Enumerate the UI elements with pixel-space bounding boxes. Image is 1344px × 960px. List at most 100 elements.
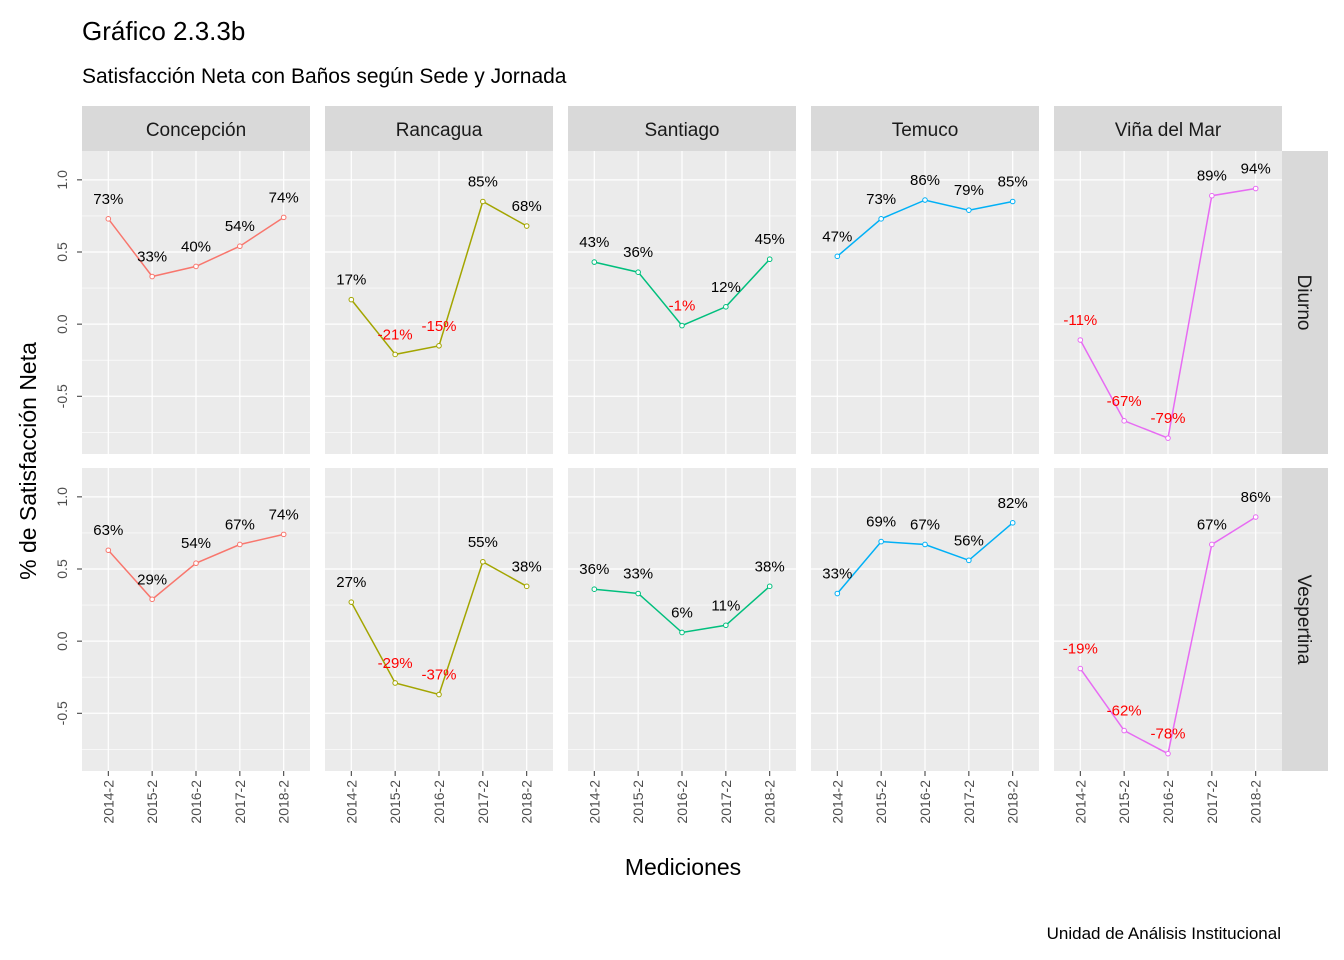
data-label: 56% bbox=[954, 532, 984, 549]
data-point bbox=[591, 586, 598, 593]
panel-temuco-vespertina: 33% 69% 67% 56% 82% bbox=[811, 468, 1039, 771]
x-tick-label: 2016-2 bbox=[917, 780, 933, 824]
data-point bbox=[591, 259, 598, 265]
x-tick-label: 2014-2 bbox=[1072, 780, 1088, 824]
data-label: -21% bbox=[378, 326, 413, 343]
data-point bbox=[1165, 435, 1171, 441]
panel-concepcion-vespertina: 63% 29% 54% 67% 74% bbox=[82, 468, 310, 771]
data-point bbox=[348, 296, 355, 303]
panel-concepcion-diurno: 73% 33% 40% 54% 74% bbox=[82, 151, 310, 454]
x-tick-label: 2018-2 bbox=[276, 780, 292, 824]
panel-rancagua-vespertina: 27% -29% -37% 55% 38% bbox=[325, 468, 553, 771]
data-label: 54% bbox=[181, 535, 211, 552]
data-point bbox=[392, 680, 398, 686]
data-point bbox=[149, 596, 155, 603]
data-label: 43% bbox=[579, 234, 609, 251]
x-tick-label: 2018-2 bbox=[519, 780, 535, 824]
strip-label-temuco: Temuco bbox=[892, 120, 959, 141]
x-tick-label: 2017-2 bbox=[718, 780, 734, 824]
x-tick-label: 2014-2 bbox=[586, 780, 602, 824]
x-tick-label: 2016-2 bbox=[431, 780, 447, 824]
data-point bbox=[105, 547, 112, 554]
strip-vina-del-mar bbox=[1054, 106, 1282, 151]
data-label: -1% bbox=[669, 298, 696, 315]
data-point bbox=[834, 590, 841, 597]
strip-label-vespertina: Vespertina bbox=[1293, 575, 1314, 665]
data-label: 73% bbox=[866, 191, 896, 208]
data-label: 89% bbox=[1197, 168, 1227, 185]
y-tick-label: 0.0 bbox=[54, 631, 70, 651]
data-label: 38% bbox=[755, 558, 785, 575]
data-label: 45% bbox=[755, 231, 785, 248]
data-point bbox=[1077, 337, 1084, 343]
panel-santiago-diurno: 43% 36% -1% 12% 45% bbox=[568, 151, 796, 454]
data-label: -78% bbox=[1150, 726, 1185, 743]
data-point bbox=[193, 263, 199, 270]
strip-concepcion bbox=[82, 106, 310, 151]
panel-temuco-diurno: 47% 73% 86% 79% 85% bbox=[811, 151, 1039, 454]
x-tick-label: 2015-2 bbox=[1116, 780, 1132, 824]
strip-label-rancagua: Rancagua bbox=[396, 120, 483, 141]
data-point bbox=[1252, 514, 1259, 520]
data-point bbox=[1209, 192, 1215, 199]
data-label: 86% bbox=[1241, 489, 1271, 506]
data-label: -29% bbox=[378, 655, 413, 672]
x-tick-label: 2014-2 bbox=[343, 780, 359, 824]
data-point bbox=[105, 216, 112, 222]
facet-panels: Concepción Rancagua Santiago Temuco Viña del… bbox=[54, 106, 1328, 824]
y-tick-label: -0.5 bbox=[54, 701, 70, 725]
y-axis-title: % de Satisfacción Neta bbox=[15, 342, 41, 580]
y-tick-label: -0.5 bbox=[54, 384, 70, 408]
data-point bbox=[834, 253, 841, 260]
y-tick-label: 1.0 bbox=[54, 170, 70, 190]
data-point bbox=[1077, 665, 1084, 672]
data-label: 82% bbox=[998, 495, 1028, 512]
data-point bbox=[1165, 750, 1171, 757]
data-label: 47% bbox=[822, 228, 852, 245]
data-label: 33% bbox=[822, 566, 852, 583]
strip-rancagua bbox=[325, 106, 553, 151]
x-tick-label: 2018-2 bbox=[1248, 780, 1264, 824]
data-label: 67% bbox=[910, 516, 940, 533]
data-label: 36% bbox=[623, 244, 653, 261]
strip-label-santiago: Santiago bbox=[644, 120, 719, 141]
strip-santiago bbox=[568, 106, 796, 151]
chart-subtitle: Satisfacción Neta con Baños según Sede y… bbox=[82, 65, 567, 88]
data-label: 86% bbox=[910, 172, 940, 189]
data-label: -79% bbox=[1150, 410, 1185, 427]
data-label: 67% bbox=[225, 516, 255, 533]
strip-label-vina-del-mar: Viña del Mar bbox=[1115, 120, 1222, 141]
data-label: 85% bbox=[998, 174, 1028, 191]
data-label: 94% bbox=[1241, 161, 1271, 178]
x-axis-title: Mediciones bbox=[625, 854, 741, 880]
data-label: 11% bbox=[711, 597, 740, 614]
data-point bbox=[1252, 185, 1259, 192]
data-label: 33% bbox=[137, 249, 167, 266]
data-point bbox=[193, 560, 199, 567]
data-point bbox=[878, 216, 884, 222]
y-tick-label: 0.5 bbox=[54, 242, 70, 262]
data-point bbox=[523, 583, 530, 590]
data-point bbox=[723, 304, 729, 310]
data-point bbox=[1009, 520, 1016, 526]
strip-diurno bbox=[1282, 151, 1328, 454]
data-point bbox=[922, 197, 928, 203]
data-point bbox=[1121, 418, 1127, 424]
x-tick-label: 2016-2 bbox=[188, 780, 204, 824]
data-point bbox=[348, 599, 355, 605]
data-point bbox=[679, 322, 685, 329]
x-tick-label: 2015-2 bbox=[144, 780, 160, 824]
data-label: 6% bbox=[671, 604, 693, 621]
strip-vespertina bbox=[1282, 468, 1328, 771]
data-label: -15% bbox=[421, 318, 456, 335]
y-tick-label: 0.5 bbox=[54, 559, 70, 579]
data-point bbox=[280, 531, 287, 538]
data-label: 67% bbox=[1197, 516, 1227, 533]
data-point bbox=[237, 243, 243, 250]
data-point bbox=[237, 541, 243, 548]
x-tick-label: 2017-2 bbox=[475, 780, 491, 824]
data-label: 69% bbox=[866, 514, 896, 531]
data-label: 74% bbox=[269, 189, 299, 206]
data-label: -67% bbox=[1107, 393, 1142, 410]
